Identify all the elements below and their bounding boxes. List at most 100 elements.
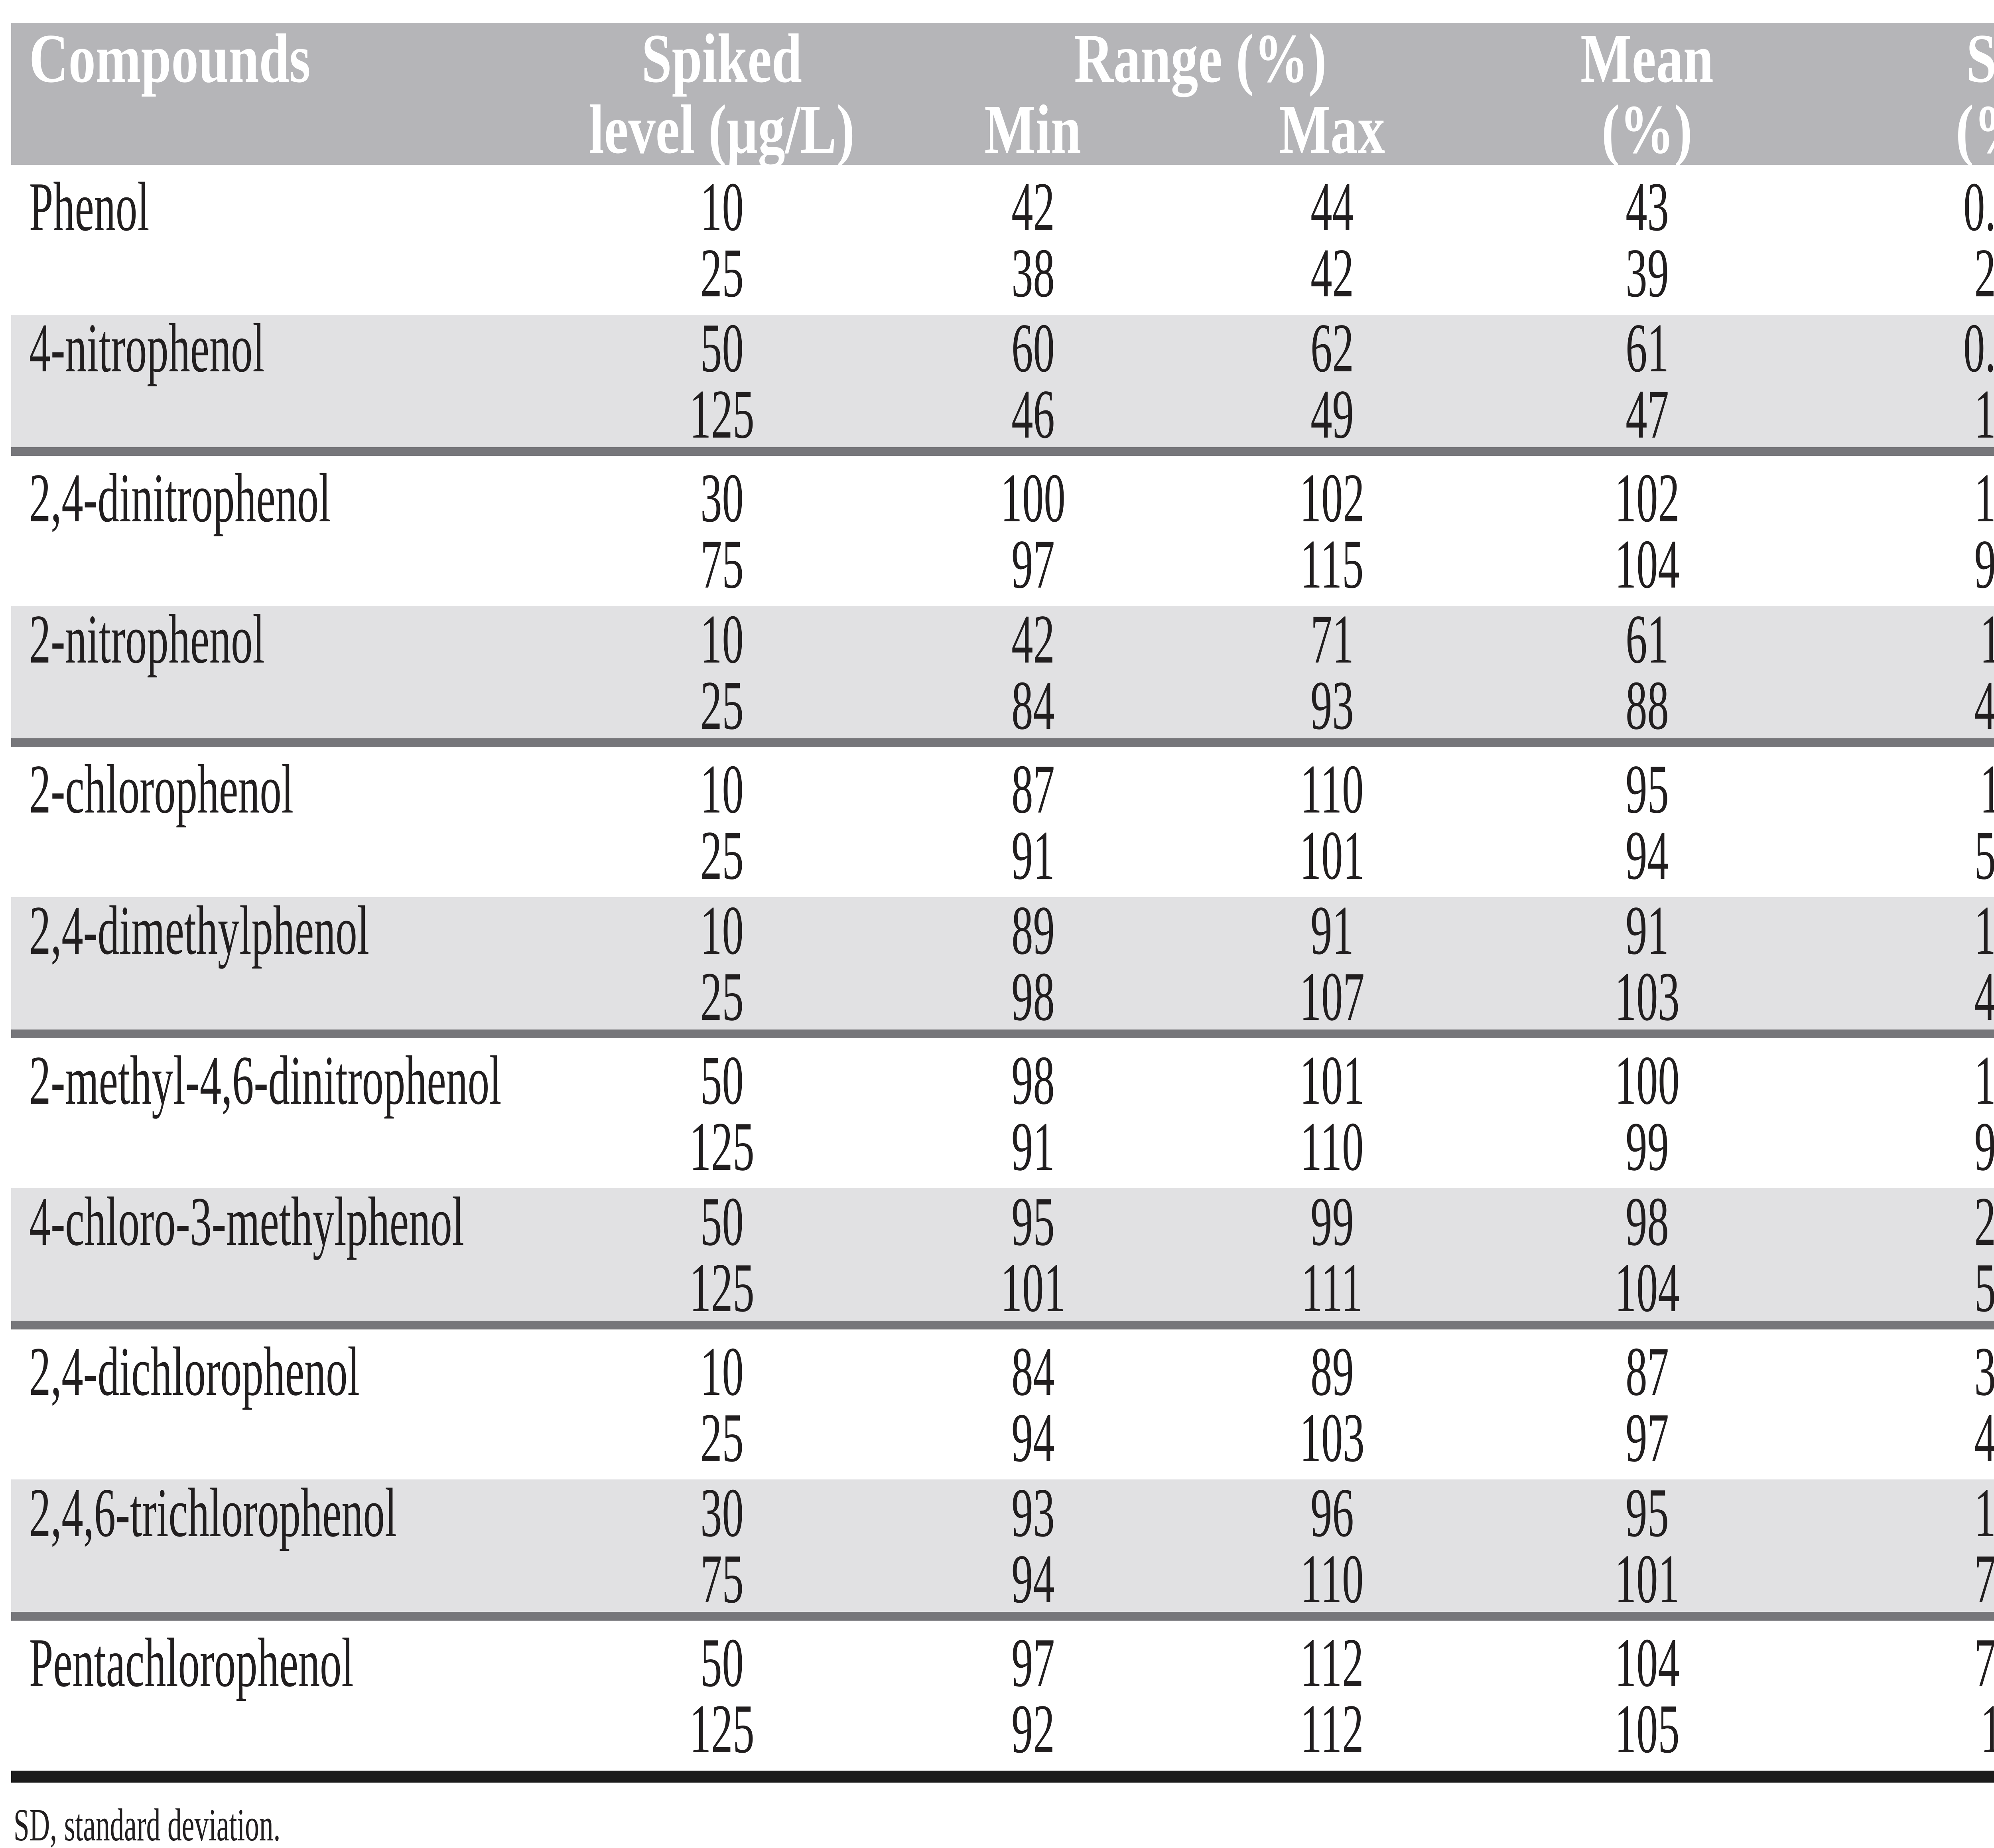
table-row: 2,4-dinitrophenol 30 100 102 102 1.6	[11, 463, 1994, 533]
value: 98	[1011, 1041, 1055, 1119]
mean-cell: 104	[1499, 529, 1795, 599]
sd-cell: 2.1	[1795, 1187, 1994, 1256]
compound-name-cell	[11, 672, 542, 738]
mean-cell: 95	[1499, 1478, 1795, 1548]
value: 89	[1310, 1333, 1354, 1410]
compound-section: 2,4-dinitrophenol 30 100 102 102 1.6 75 97 115 10…	[11, 456, 1994, 606]
spiked-level-cell: 10	[542, 600, 901, 678]
value: 75	[700, 1540, 744, 1617]
value: 95	[1011, 1183, 1055, 1260]
value: 95	[1625, 750, 1669, 828]
sd-cell: 1.1	[1795, 891, 1994, 969]
table-footnote: SD, standard deviation.	[11, 1799, 1994, 1848]
spiked-level-cell: 25	[542, 671, 901, 740]
value: 42	[1310, 234, 1354, 312]
compound-section: 2-methyl-4,6-dinitrophenol50981011001.81…	[11, 1038, 1994, 1188]
value: 17	[1980, 604, 1994, 674]
max-cell: 115	[1164, 529, 1499, 599]
value: 61	[1625, 600, 1669, 678]
section-divider	[11, 1321, 1994, 1329]
compound-name: 2-methyl-4,6-dinitrophenol	[29, 1041, 502, 1119]
value: 94	[1011, 1540, 1055, 1617]
min-cell: 93	[901, 1478, 1164, 1548]
compound-name: 2-nitrophenol	[29, 600, 265, 678]
value: 42	[1011, 168, 1055, 245]
min-cell: 92	[901, 1690, 1164, 1767]
spiked-level-cell: 50	[542, 1628, 901, 1698]
value: 101	[1000, 1249, 1066, 1326]
sd-cell: 4.6	[1795, 962, 1994, 1031]
spiked-level-cell: 125	[542, 379, 901, 449]
compound-name-cell	[11, 1113, 542, 1179]
value: 97	[1011, 1624, 1055, 1701]
max-cell: 93	[1164, 671, 1499, 740]
compound-name-cell: 2,4-dimethylphenol	[11, 895, 542, 965]
compound-name-cell	[11, 822, 542, 888]
spiked-level-cell: 25	[542, 958, 901, 1035]
value: 0.94	[1963, 309, 1994, 387]
header-compounds-label: Compounds	[29, 19, 311, 97]
max-cell: 96	[1164, 1478, 1499, 1548]
compound-name: 2,4,6-trichlorophenol	[29, 1474, 397, 1551]
value: 104	[1614, 1249, 1680, 1326]
spiked-level-cell: 25	[542, 820, 901, 890]
value: 7.5	[1974, 1624, 1994, 1701]
max-cell: 103	[1164, 1403, 1499, 1473]
table-row: 125 101 111 104 5.8	[11, 1249, 1994, 1326]
value: 12	[1980, 754, 1994, 824]
value: 94	[1011, 1399, 1055, 1476]
compound-name-cell: 4-nitrophenol	[11, 313, 542, 383]
compound-name-cell	[11, 1254, 542, 1321]
value: 25	[700, 958, 744, 1035]
value: 92	[1011, 1690, 1055, 1767]
mean-cell: 61	[1499, 313, 1795, 383]
value: 10	[700, 600, 744, 678]
value: 1.1	[1974, 891, 1994, 969]
min-cell: 95	[901, 1183, 1164, 1260]
min-cell: 98	[901, 1041, 1164, 1119]
header-mean-units-label: (%)	[1602, 90, 1693, 168]
spiked-level-cell: 75	[542, 1540, 901, 1617]
min-cell: 38	[901, 238, 1164, 308]
table-row: 75 94 110 101 7.8	[11, 1540, 1994, 1617]
section-divider	[11, 1612, 1994, 1621]
table-row: 125 46 49 47 1.6	[11, 379, 1994, 449]
table-header: Compounds Spiked Range (%) Mean SD level…	[11, 20, 1994, 168]
compound-section: 2-chlorophenol 10 87 110 95 12 25 91 101 94 5.9	[11, 747, 1994, 897]
table-body: Phenol104244430.99253842392.34-nitrophen…	[11, 165, 1994, 1771]
section-divider	[11, 447, 1994, 456]
table-row: Pentachlorophenol 50 97 112 104 7.5	[11, 1624, 1994, 1701]
value: 91	[1011, 817, 1055, 894]
value: 87	[1625, 1333, 1669, 1410]
mean-cell: 88	[1499, 667, 1795, 744]
compound-name-cell: Pentachlorophenol	[11, 1628, 542, 1698]
value: 88	[1625, 667, 1669, 744]
compound-section: Pentachlorophenol 50 97 112 104 7.5 125 92 112 10…	[11, 1621, 1994, 1771]
value: 110	[1300, 750, 1364, 828]
mean-cell: 104	[1499, 1249, 1795, 1326]
table-row: 25 94 103 97 4.8	[11, 1399, 1994, 1476]
table-row: 2,4-dimethylphenol 10 89 91 91 1.1	[11, 891, 1994, 969]
value: 75	[700, 525, 744, 603]
spiked-level-cell: 10	[542, 1337, 901, 1406]
header-spiked-level-line2: level (µg/L)	[542, 89, 901, 170]
compound-name: 2-chlorophenol	[29, 750, 294, 828]
value: 91	[1625, 891, 1669, 969]
value: 2.3	[1974, 234, 1994, 312]
data-table: Compounds Spiked Range (%) Mean SD level…	[11, 20, 1994, 1848]
min-cell: 91	[901, 817, 1164, 894]
table-row: 4-nitrophenol 50 60 62 61 0.94	[11, 309, 1994, 387]
spiked-level-cell: 75	[542, 525, 901, 603]
compound-name-cell	[11, 963, 542, 1030]
value: 10	[700, 891, 744, 969]
sd-cell: 5.9	[1795, 820, 1994, 890]
mean-cell: 99	[1499, 1112, 1795, 1181]
value: 10	[700, 168, 744, 245]
min-cell: 42	[901, 604, 1164, 674]
value: 9.6	[1974, 1108, 1994, 1185]
value: 7.8	[1974, 1540, 1994, 1617]
value: 125	[689, 1690, 755, 1767]
value: 25	[700, 234, 744, 312]
value: 71	[1310, 600, 1354, 678]
